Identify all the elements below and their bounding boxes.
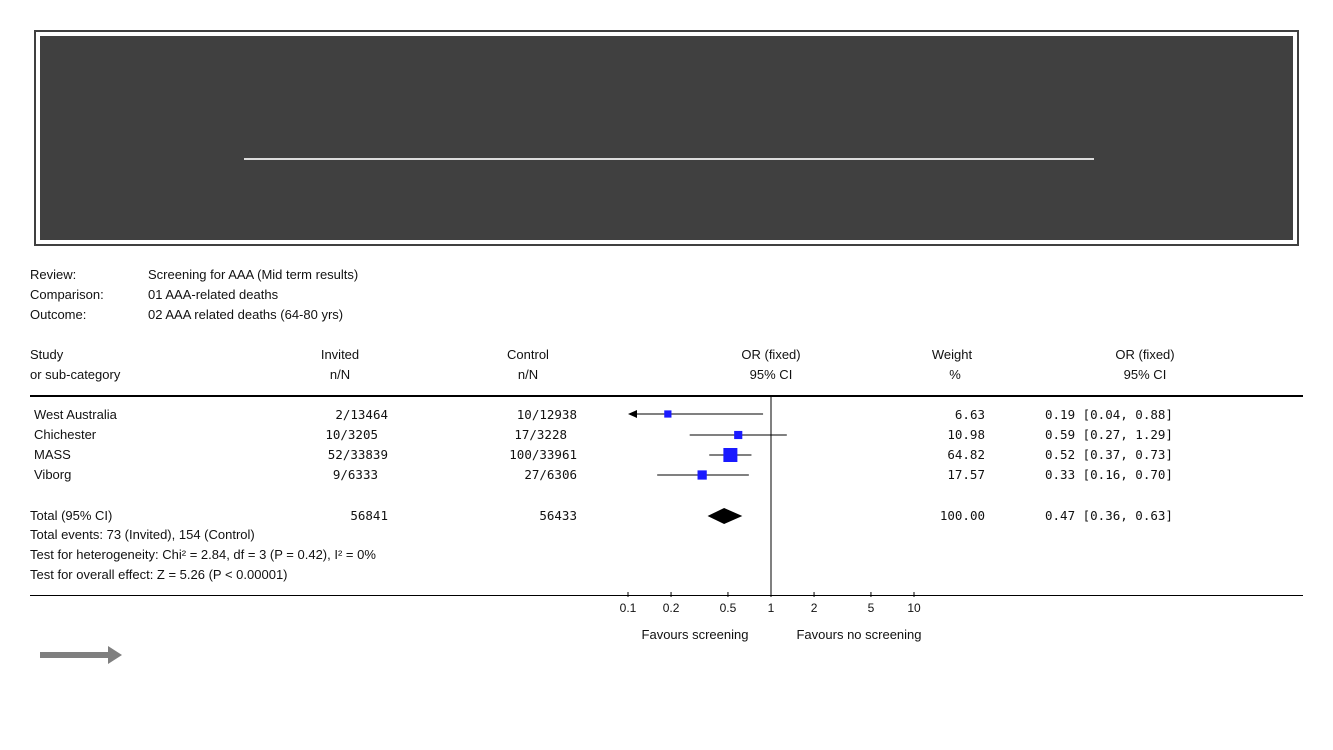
study-or-ci: 0.19 [0.04, 0.88] [1045,407,1173,422]
study-or-ci: 0.33 [0.16, 0.70] [1045,467,1173,482]
study-weight: 10.98 [947,427,985,442]
study-invited: 9/6333 [332,467,378,482]
comparison-value: 01 AAA-related deaths [148,287,279,302]
study-marker [664,410,672,418]
heterogeneity-test: Test for heterogeneity: Chi² = 2.84, df … [30,547,376,562]
comparison-label: Comparison: [30,287,104,302]
outcome-label: Outcome: [30,307,87,322]
header-study-sub: or sub-category [30,367,121,382]
header-invited-sub: n/N [329,367,351,382]
title-banner-fill [40,36,1293,240]
header-weight: Weight [931,347,973,362]
favours-screening-label: Favours screening [641,627,749,642]
study-invited: 2/13464 [335,407,388,422]
study-name: West Australia [34,407,117,422]
header-control: Control [507,347,549,362]
review-label: Review: [30,267,77,282]
axis-tick-label: 1 [768,601,775,615]
title-divider [244,158,1094,160]
right-arrow-icon[interactable] [40,645,124,670]
favours-no-screening-label: Favours no screening [796,627,922,642]
footer-rule [30,595,1303,596]
axis-tick-label: 0.2 [663,601,680,615]
study-weight: 17.57 [947,467,985,482]
header-study: Study [30,347,64,362]
pooled-diamond [707,508,743,524]
study-control: 27/6306 [524,467,577,482]
total-or-ci: 0.47 [0.36, 0.63] [1045,508,1173,523]
header-control-sub: n/N [517,367,539,382]
study-weight: 6.63 [954,407,985,422]
total-events: Total events: 73 (Invited), 154 (Control… [30,527,255,542]
header-or-value-sub: 95% CI [1123,367,1167,382]
study-invited: 52/33839 [327,447,388,462]
study-name: Chichester [34,427,97,442]
axis-tick-label: 2 [811,601,818,615]
study-control: 17/3228 [514,427,567,442]
study-name: Viborg [34,467,72,482]
header-invited: Invited [320,347,360,362]
total-label: Total (95% CI) [30,508,113,523]
axis-tick-label: 0.1 [620,601,637,615]
title-banner [34,30,1299,246]
review-value: Screening for AAA (Mid term results) [148,267,359,282]
header-rule [30,395,1303,397]
outcome-value: 02 AAA related deaths (64-80 yrs) [148,307,344,322]
study-weight: 64.82 [947,447,985,462]
header-or-plot: OR (fixed) [741,347,801,362]
axis-tick-label: 0.5 [720,601,737,615]
axis-tick-label: 5 [868,601,875,615]
arrow-shape [40,646,122,664]
overall-effect-test: Test for overall effect: Z = 5.26 (P < 0… [30,567,288,582]
study-or-ci: 0.52 [0.37, 0.73] [1045,447,1173,462]
study-marker [734,430,743,440]
study-or-ci: 0.59 [0.27, 1.29] [1045,427,1173,442]
header-or-value: OR (fixed) [1115,347,1175,362]
total-control: 56433 [539,508,577,523]
header-weight-sub: % [949,367,961,382]
study-control: 10/12938 [516,407,577,422]
study-marker [697,470,707,480]
header-or-plot-sub: 95% CI [749,367,793,382]
study-invited: 10/3205 [325,427,378,442]
axis-tick-label: 10 [907,601,921,615]
study-name: MASS [34,447,71,462]
total-weight: 100.00 [939,508,985,523]
ci-arrowhead [628,410,637,418]
study-marker [723,448,738,462]
study-control: 100/33961 [509,447,577,462]
total-invited: 56841 [350,508,388,523]
